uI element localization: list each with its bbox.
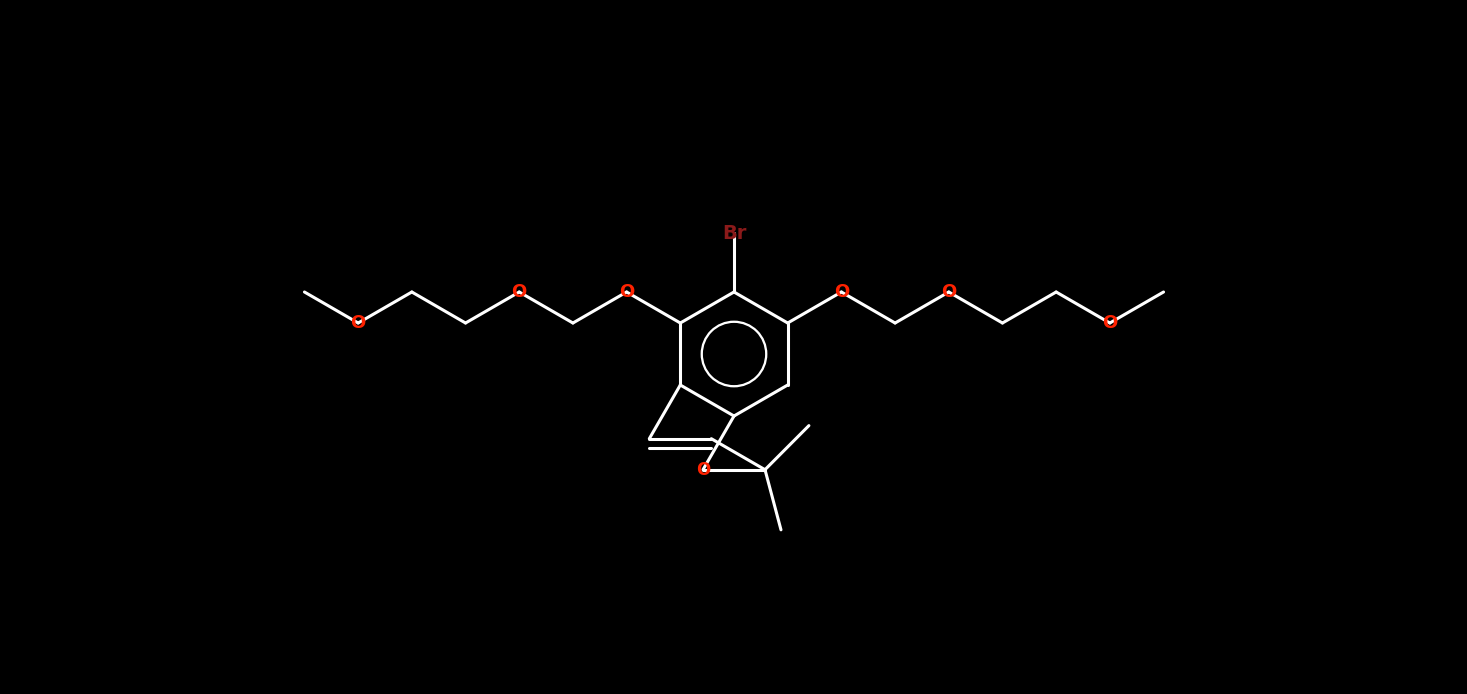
Text: Br: Br bbox=[722, 223, 747, 243]
Text: O: O bbox=[942, 283, 956, 301]
Text: O: O bbox=[619, 283, 634, 301]
Text: O: O bbox=[512, 283, 527, 301]
Text: O: O bbox=[695, 461, 710, 479]
Text: O: O bbox=[833, 283, 849, 301]
Text: O: O bbox=[1102, 314, 1118, 332]
Text: O: O bbox=[351, 314, 365, 332]
